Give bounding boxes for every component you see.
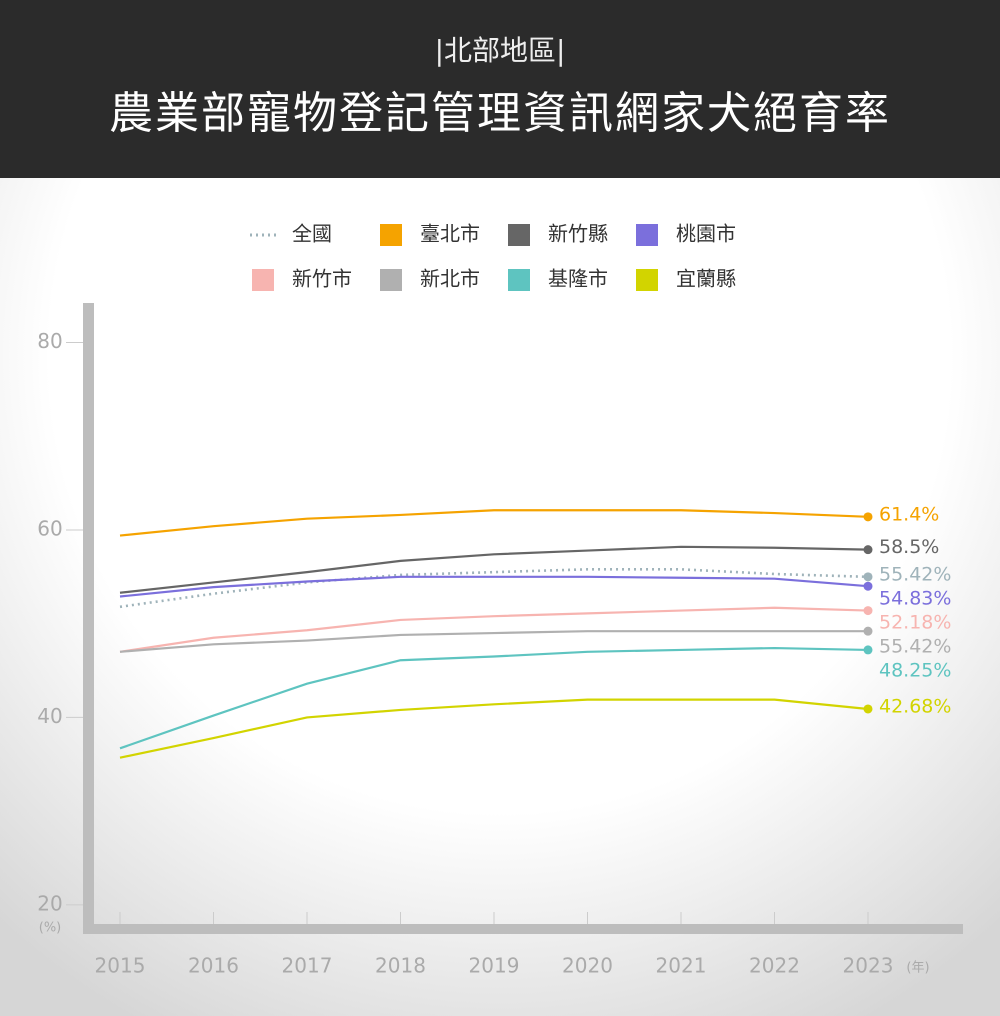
end-dot [863, 645, 873, 655]
x-tick-label: 2021 [656, 954, 707, 978]
x-tick-label: 2020 [562, 954, 613, 978]
series-line [119, 698, 869, 759]
end-dot [863, 545, 873, 555]
end-dot [863, 626, 873, 636]
series-line [119, 568, 869, 609]
subtitle: |北部地區| [435, 34, 566, 67]
series-line [119, 509, 869, 537]
y-tick-label: 20 [37, 891, 62, 915]
end-label: 42.68% [879, 695, 951, 717]
end-dot [863, 704, 873, 714]
x-tick-label: 2019 [469, 954, 520, 978]
legend-key [508, 269, 530, 291]
y-axis [83, 303, 94, 933]
legend-label: 宜蘭縣 [676, 267, 736, 291]
end-dot [863, 512, 873, 522]
legend-label: 新北市 [420, 267, 480, 291]
legend-key [636, 269, 658, 291]
legend-key [252, 269, 274, 291]
legend-label: 桃園市 [676, 222, 736, 246]
series-line [119, 545, 869, 594]
x-tick-label: 2022 [749, 954, 800, 978]
end-label: 58.5% [879, 536, 939, 558]
series-line [119, 630, 868, 653]
series-line [119, 646, 869, 750]
end-label: 61.4% [879, 503, 939, 525]
header-band [0, 0, 1000, 178]
end-label: 52.18% [879, 611, 951, 633]
legend-label: 新竹縣 [548, 222, 608, 246]
y-tick-label: 80 [37, 329, 62, 353]
x-tick-label: 2016 [188, 954, 239, 978]
legend-key [380, 269, 402, 291]
end-label: 55.42% [879, 563, 951, 585]
y-unit: (%) [39, 921, 62, 936]
x-tick-label: 2015 [95, 954, 146, 978]
end-dot [863, 581, 873, 591]
chart-title: 農業部寵物登記管理資訊網家犬絕育率 [109, 88, 891, 139]
x-tick-label: 2017 [282, 954, 333, 978]
y-tick-label: 40 [37, 704, 62, 728]
legend-label: 基隆市 [548, 267, 608, 291]
series-line [119, 575, 869, 598]
end-label: 54.83% [879, 587, 951, 609]
legend-label: 全國 [292, 222, 332, 246]
legend-key [508, 224, 530, 246]
end-dot [863, 572, 873, 582]
end-label: 55.42% [879, 635, 951, 657]
x-tick-label: 2018 [375, 954, 426, 978]
legend-label: 臺北市 [420, 222, 480, 246]
x-axis [83, 924, 963, 934]
x-tick-label: 2023 [843, 954, 894, 978]
legend-key [380, 224, 402, 246]
y-tick-label: 60 [37, 516, 62, 540]
legend-key [636, 224, 658, 246]
legend-label: 新竹市 [292, 267, 352, 291]
series-line [119, 606, 869, 653]
end-dot [863, 606, 873, 616]
end-label: 48.25% [879, 659, 951, 681]
x-unit: (年) [906, 961, 929, 976]
